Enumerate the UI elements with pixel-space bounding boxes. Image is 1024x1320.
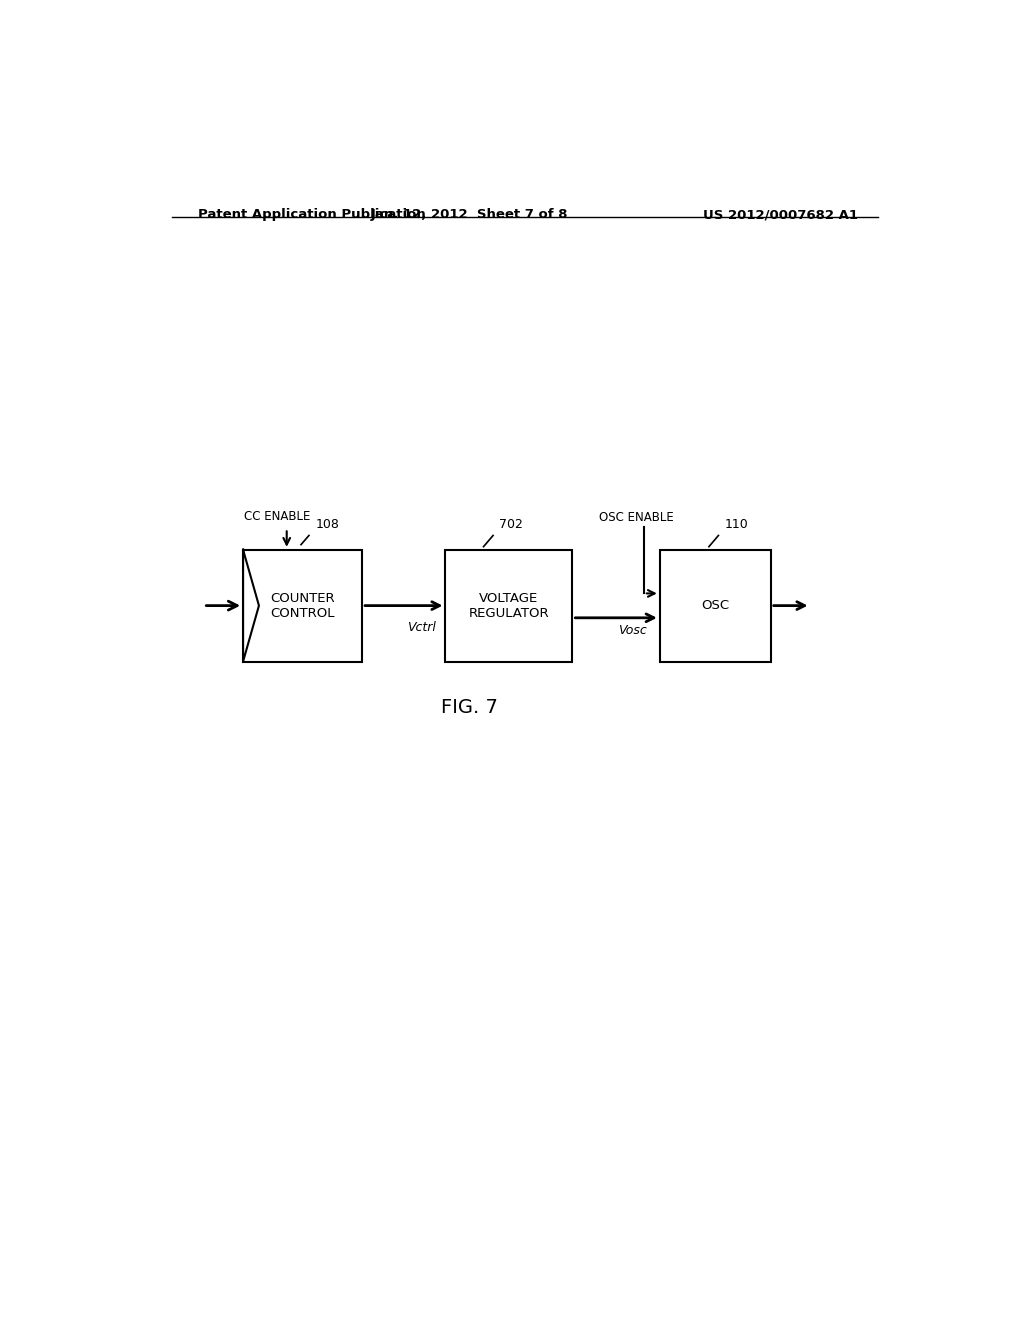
Text: FIG. 7: FIG. 7 [440,698,498,717]
Text: US 2012/0007682 A1: US 2012/0007682 A1 [703,209,858,222]
Text: COUNTER
CONTROL: COUNTER CONTROL [270,591,335,619]
Text: 110: 110 [725,519,749,532]
Text: Patent Application Publication: Patent Application Publication [198,209,426,222]
Text: 702: 702 [500,519,523,532]
Text: CC ENABLE: CC ENABLE [244,511,310,523]
Bar [445,549,572,661]
Text: OSC: OSC [701,599,729,612]
Text: OSC ENABLE: OSC ENABLE [599,511,673,524]
Text: Vctrl: Vctrl [408,620,436,634]
Text: 108: 108 [315,519,339,532]
Bar [659,549,771,661]
Bar [243,549,362,661]
Text: Vosc: Vosc [617,624,646,638]
Text: VOLTAGE
REGULATOR: VOLTAGE REGULATOR [469,591,549,619]
Text: Jan. 12, 2012  Sheet 7 of 8: Jan. 12, 2012 Sheet 7 of 8 [371,209,568,222]
